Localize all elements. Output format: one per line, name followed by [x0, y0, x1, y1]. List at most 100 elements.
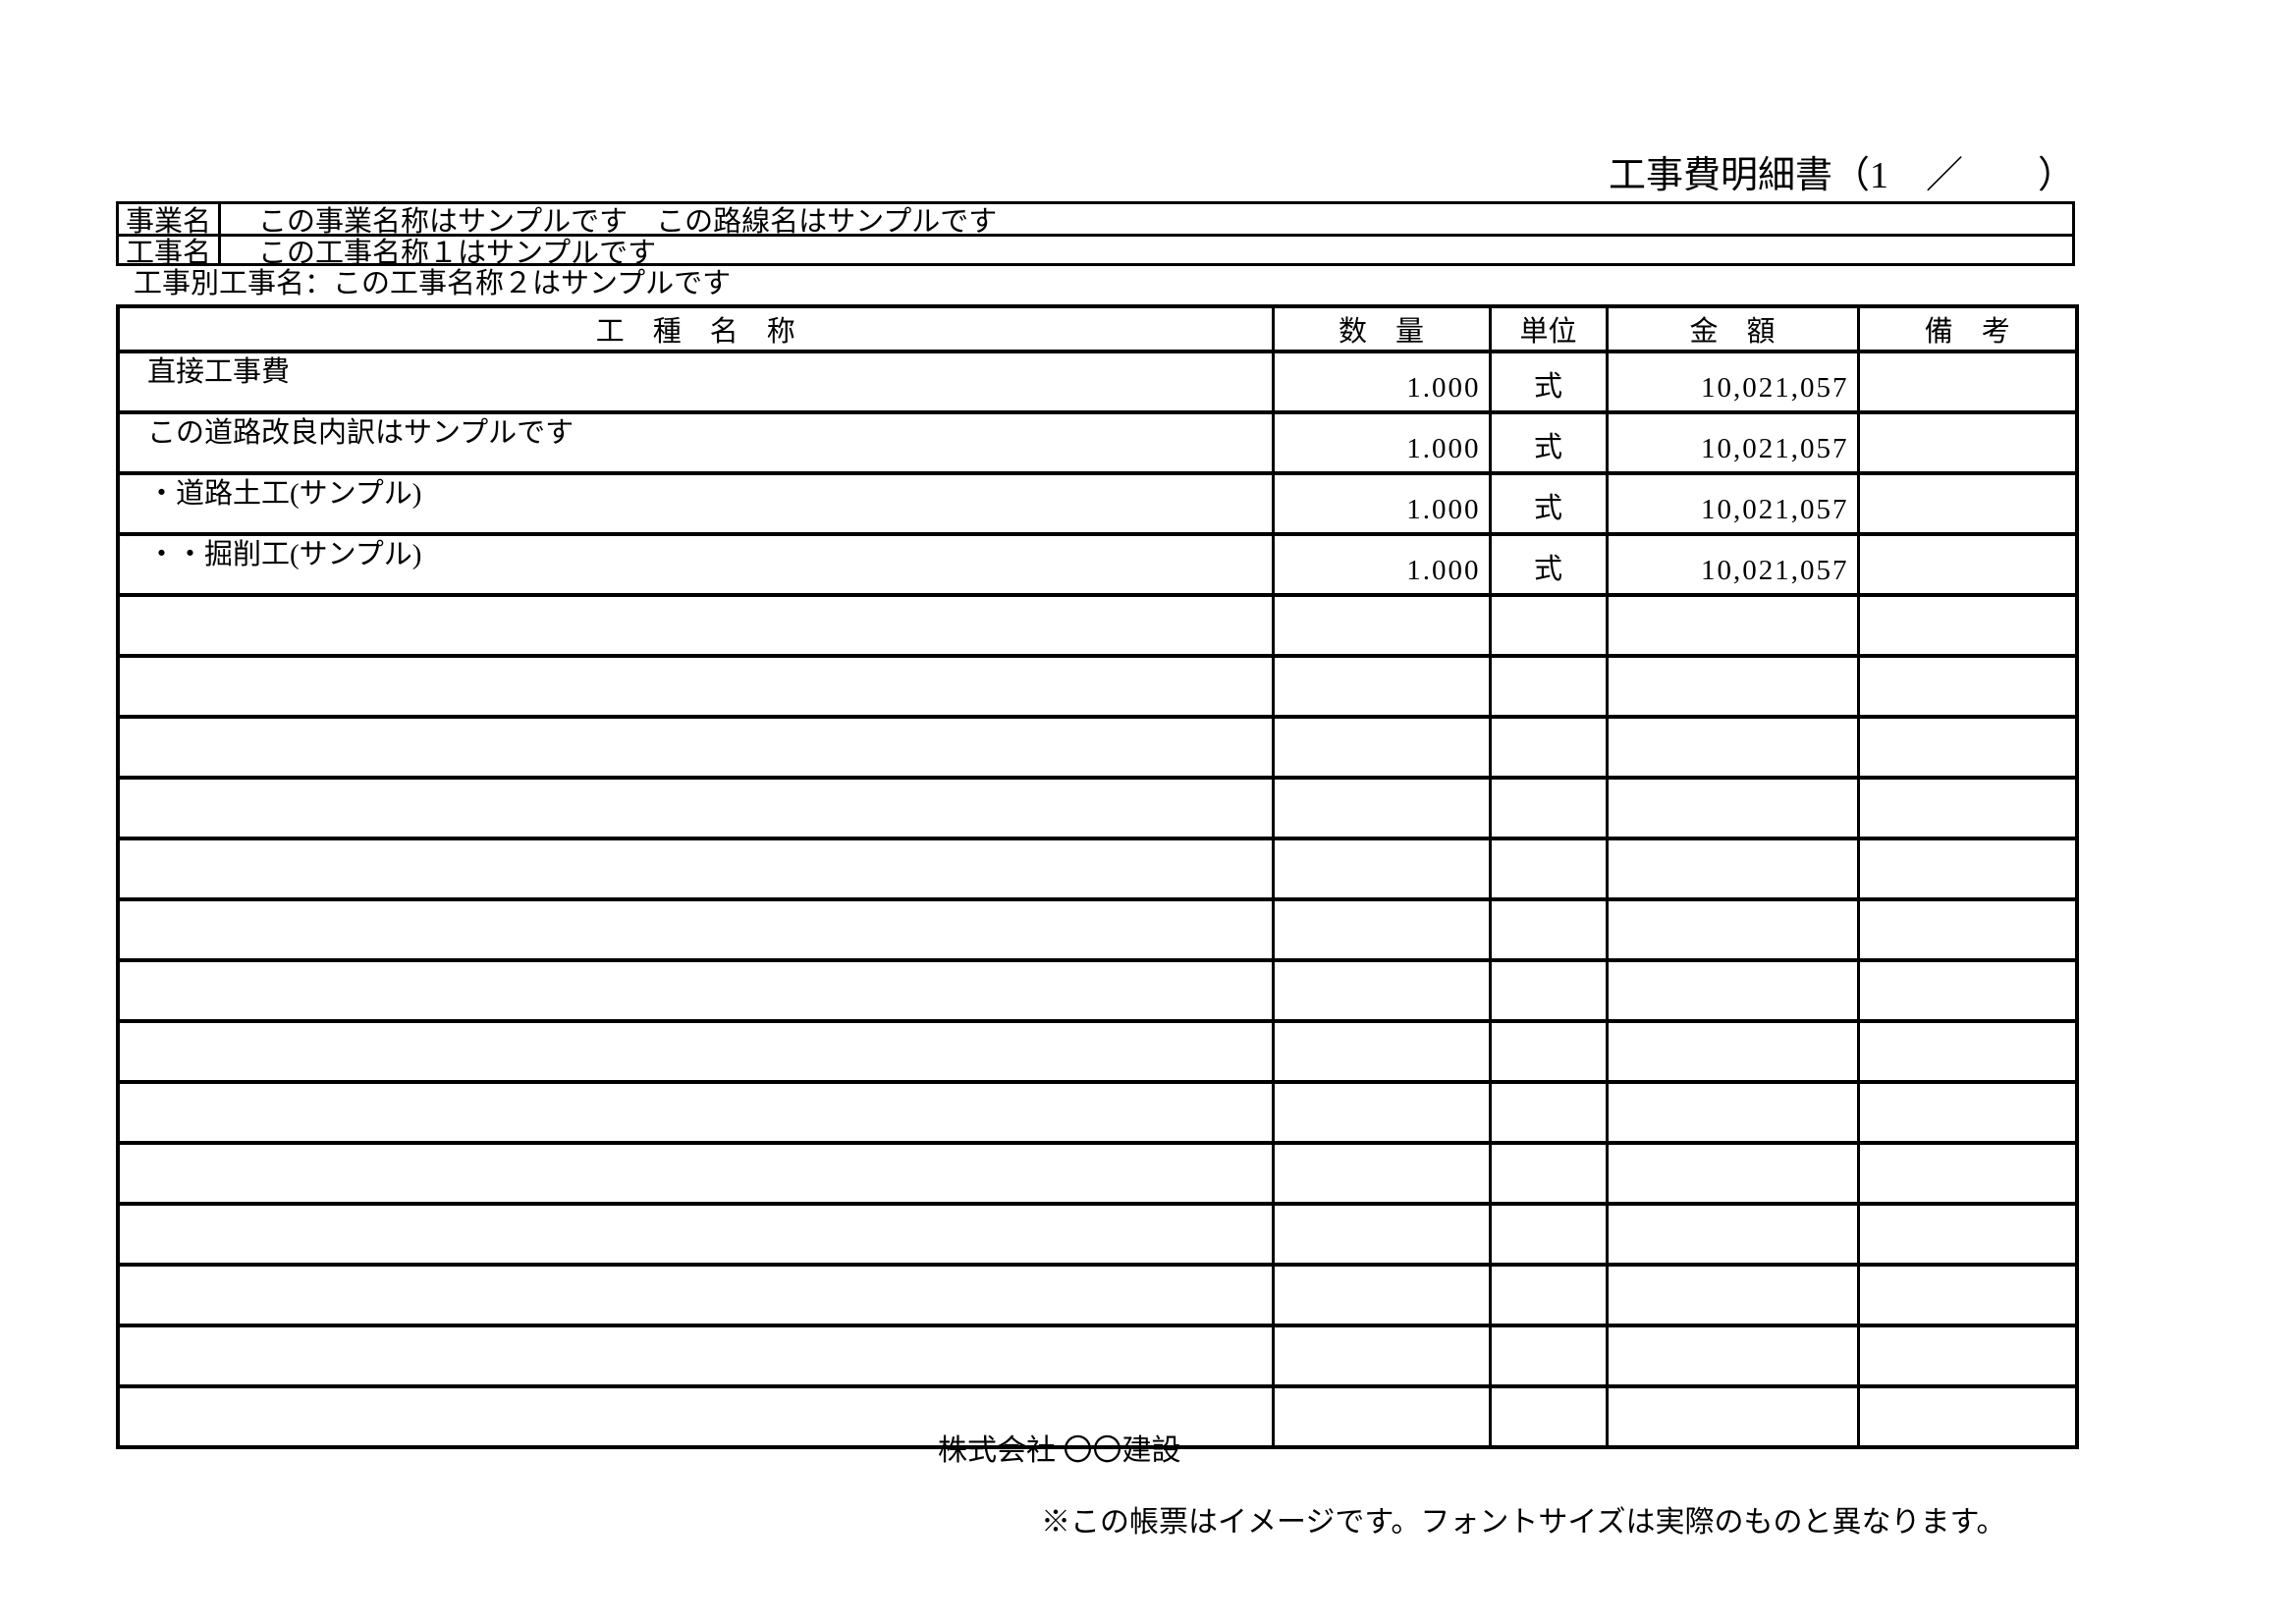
work-type-cell — [116, 1080, 1275, 1145]
quantity-cell — [1271, 1263, 1492, 1327]
quantity-cell: 1.000 — [1271, 350, 1492, 414]
unit-cell — [1488, 1263, 1609, 1327]
cost-table-body: 直接工事費 1.000 式 10,021,057 この道路改良内訳はサンプルです… — [116, 350, 2079, 1449]
table-row — [116, 1080, 2079, 1145]
amount-cell — [1605, 958, 1860, 1023]
note-cell — [1856, 715, 2079, 780]
table-row: 直接工事費 1.000 式 10,021,057 — [116, 350, 2079, 414]
table-row — [116, 1202, 2079, 1267]
cost-table-header-row: 工 種 名 称 数 量 単位 金 額 備 考 — [116, 304, 2079, 353]
construction-name-label: 工事名 — [119, 237, 221, 269]
column-header-quantity: 数 量 — [1271, 304, 1492, 353]
column-header-unit: 単位 — [1488, 304, 1609, 353]
table-row — [116, 1019, 2079, 1084]
quantity-cell — [1271, 1324, 1492, 1388]
work-type-cell — [116, 1263, 1275, 1327]
unit-cell — [1488, 897, 1609, 962]
table-row — [116, 1324, 2079, 1388]
construction-name-value: この工事名称１はサンプルです — [258, 237, 657, 269]
work-type-cell: ・道路土工(サンプル) — [116, 471, 1275, 536]
unit-cell — [1488, 837, 1609, 901]
project-name-label: 事業名 — [119, 204, 221, 238]
work-type-cell — [116, 1019, 1275, 1084]
column-header-amount: 金 額 — [1605, 304, 1860, 353]
amount-cell — [1605, 1202, 1860, 1267]
table-row — [116, 654, 2079, 719]
unit-cell — [1488, 958, 1609, 1023]
unit-cell — [1488, 1202, 1609, 1267]
note-cell — [1856, 350, 2079, 414]
work-type-cell — [116, 958, 1275, 1023]
unit-cell — [1488, 776, 1609, 840]
work-type-cell — [116, 593, 1275, 658]
unit-cell — [1488, 1080, 1609, 1145]
work-type-cell — [116, 1202, 1275, 1267]
work-type-cell — [116, 776, 1275, 840]
work-type-cell: ・・掘削工(サンプル) — [116, 532, 1275, 597]
work-type-cell — [116, 1324, 1275, 1388]
amount-cell: 10,021,057 — [1605, 410, 1860, 475]
quantity-cell — [1271, 958, 1492, 1023]
note-cell — [1856, 654, 2079, 719]
note-cell — [1856, 1080, 2079, 1145]
work-type-cell: 直接工事費 — [116, 350, 1275, 414]
unit-cell — [1488, 1141, 1609, 1206]
table-row — [116, 958, 2079, 1023]
amount-cell: 10,021,057 — [1605, 350, 1860, 414]
table-row — [116, 715, 2079, 780]
unit-cell: 式 — [1488, 410, 1609, 475]
quantity-cell: 1.000 — [1271, 471, 1492, 536]
quantity-cell: 1.000 — [1271, 532, 1492, 597]
note-cell — [1856, 1263, 2079, 1327]
amount-cell — [1605, 1324, 1860, 1388]
table-row: ・道路土工(サンプル) 1.000 式 10,021,057 — [116, 471, 2079, 536]
note-cell — [1856, 776, 2079, 840]
quantity-cell — [1271, 654, 1492, 719]
note-cell — [1856, 958, 2079, 1023]
work-type-cell — [116, 837, 1275, 901]
note-cell — [1856, 837, 2079, 901]
amount-cell — [1605, 1080, 1860, 1145]
quantity-cell — [1271, 1384, 1492, 1449]
project-header-box: 事業名 この事業名称はサンプルです この路線名はサンプルです 工事名 この工事名… — [116, 201, 2075, 269]
cost-table: 工 種 名 称 数 量 単位 金 額 備 考 直接工事費 1.000 式 10,… — [116, 304, 2079, 1449]
amount-cell — [1605, 715, 1860, 780]
table-row — [116, 776, 2079, 840]
work-type-cell — [116, 654, 1275, 719]
note-cell — [1856, 1384, 2079, 1449]
table-row — [116, 837, 2079, 901]
amount-cell — [1605, 897, 1860, 962]
note-cell — [1856, 1324, 2079, 1388]
unit-cell — [1488, 1384, 1609, 1449]
quantity-cell — [1271, 837, 1492, 901]
note-cell — [1856, 1141, 2079, 1206]
quantity-cell — [1271, 897, 1492, 962]
amount-cell: 10,021,057 — [1605, 471, 1860, 536]
unit-cell — [1488, 715, 1609, 780]
column-header-note: 備 考 — [1856, 304, 2079, 353]
quantity-cell — [1271, 593, 1492, 658]
table-row: この道路改良内訳はサンプルです 1.000 式 10,021,057 — [116, 410, 2079, 475]
amount-cell — [1605, 1384, 1860, 1449]
work-type-cell — [116, 897, 1275, 962]
note-cell — [1856, 1019, 2079, 1084]
note-cell — [1856, 1202, 2079, 1267]
unit-cell: 式 — [1488, 471, 1609, 536]
quantity-cell — [1271, 1202, 1492, 1267]
amount-cell — [1605, 1019, 1860, 1084]
construction-sub-name: 工事別工事名：この工事名称２はサンプルです — [134, 268, 732, 299]
table-row: ・・掘削工(サンプル) 1.000 式 10,021,057 — [116, 532, 2079, 597]
quantity-cell — [1271, 776, 1492, 840]
work-type-cell — [116, 715, 1275, 780]
quantity-cell — [1271, 1019, 1492, 1084]
project-name-row: 事業名 この事業名称はサンプルです この路線名はサンプルです — [119, 204, 2072, 238]
quantity-cell — [1271, 715, 1492, 780]
table-row — [116, 1141, 2079, 1206]
amount-cell — [1605, 837, 1860, 901]
construction-name-row: 工事名 この工事名称１はサンプルです — [119, 237, 2072, 269]
unit-cell: 式 — [1488, 532, 1609, 597]
note-cell — [1856, 532, 2079, 597]
image-disclaimer-note: ※この帳票はイメージです。フォントサイズは実際のものと異なります。 — [1041, 1506, 2006, 1539]
note-cell — [1856, 471, 2079, 536]
